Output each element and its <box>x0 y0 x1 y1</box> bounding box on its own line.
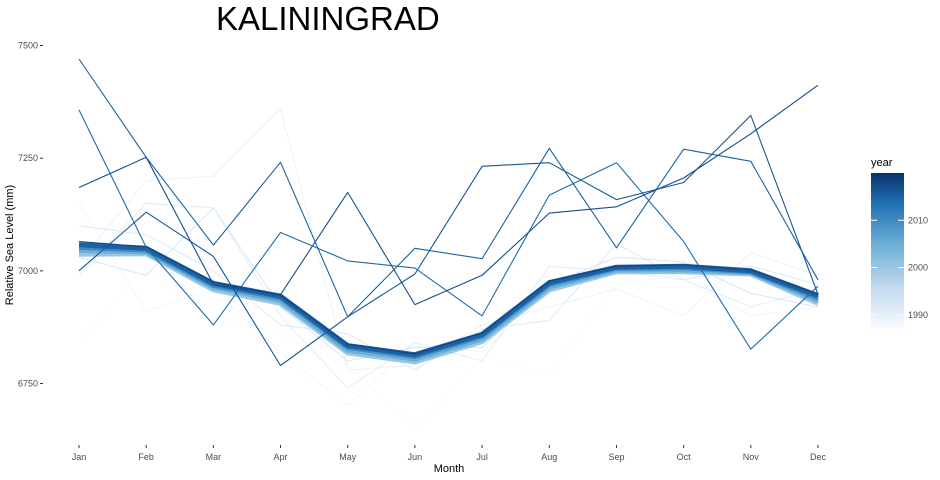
legend-tick-label: 2010 <box>908 215 928 225</box>
chart-title: KALININGRAD <box>216 0 440 37</box>
series-line <box>78 109 819 350</box>
legend-title: year <box>871 157 893 169</box>
legend-tick-label: 2000 <box>908 263 928 273</box>
x-tick-label: Feb <box>138 452 154 462</box>
legend-ticks: 1990 2000 2010 <box>871 215 928 320</box>
series-line <box>78 207 819 362</box>
y-tick-label: 7000 <box>18 266 38 276</box>
series-line <box>78 240 819 355</box>
series-line <box>78 114 819 367</box>
y-tick-label: 7500 <box>18 41 38 51</box>
x-tick-label: Jan <box>72 452 87 462</box>
x-tick-label: Oct <box>677 452 692 462</box>
x-tick-label: Apr <box>274 452 288 462</box>
legend: year 1990 2000 2010 <box>871 157 928 329</box>
x-tick-label: Dec <box>810 452 827 462</box>
y-axis: 6750 7000 7250 7500 <box>18 41 43 389</box>
x-tick-label: Aug <box>541 452 557 462</box>
x-axis: Jan Feb Mar Apr May Jun Jul Aug Sep Oct Nov Dec <box>72 445 827 462</box>
x-tick-label: Jun <box>408 452 423 462</box>
x-tick-label: Jul <box>476 452 488 462</box>
series-line <box>78 242 819 358</box>
x-tick-label: Sep <box>608 452 624 462</box>
x-tick-label: May <box>339 452 357 462</box>
series-line <box>78 202 819 407</box>
series-line <box>78 84 819 306</box>
legend-colorbar <box>871 173 904 329</box>
legend-tick-label: 1990 <box>908 310 928 320</box>
x-tick-label: Nov <box>743 452 760 462</box>
y-tick-label: 6750 <box>18 379 38 389</box>
series-line <box>78 58 819 318</box>
y-axis-title: Relative Sea Level (mm) <box>4 185 16 305</box>
x-tick-label: Mar <box>206 452 222 462</box>
x-axis-title: Month <box>434 463 465 475</box>
y-tick-label: 7250 <box>18 153 38 163</box>
plot-area <box>78 58 819 430</box>
